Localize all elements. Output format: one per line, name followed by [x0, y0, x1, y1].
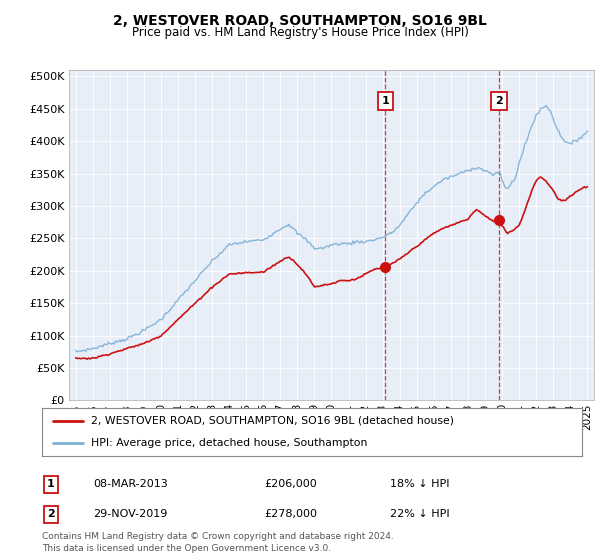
Text: £278,000: £278,000	[264, 509, 317, 519]
Text: 08-MAR-2013: 08-MAR-2013	[93, 479, 168, 489]
Text: 2: 2	[47, 509, 55, 519]
Text: 29-NOV-2019: 29-NOV-2019	[93, 509, 167, 519]
Text: 2, WESTOVER ROAD, SOUTHAMPTON, SO16 9BL: 2, WESTOVER ROAD, SOUTHAMPTON, SO16 9BL	[113, 14, 487, 28]
Text: 2: 2	[495, 96, 503, 106]
Text: £206,000: £206,000	[264, 479, 317, 489]
Text: HPI: Average price, detached house, Southampton: HPI: Average price, detached house, Sout…	[91, 438, 367, 448]
Text: 18% ↓ HPI: 18% ↓ HPI	[390, 479, 449, 489]
Text: 1: 1	[382, 96, 389, 106]
Text: Contains HM Land Registry data © Crown copyright and database right 2024.
This d: Contains HM Land Registry data © Crown c…	[42, 533, 394, 553]
Text: Price paid vs. HM Land Registry's House Price Index (HPI): Price paid vs. HM Land Registry's House …	[131, 26, 469, 39]
Text: 2, WESTOVER ROAD, SOUTHAMPTON, SO16 9BL (detached house): 2, WESTOVER ROAD, SOUTHAMPTON, SO16 9BL …	[91, 416, 454, 426]
Text: 22% ↓ HPI: 22% ↓ HPI	[390, 509, 449, 519]
Text: 1: 1	[47, 479, 55, 489]
